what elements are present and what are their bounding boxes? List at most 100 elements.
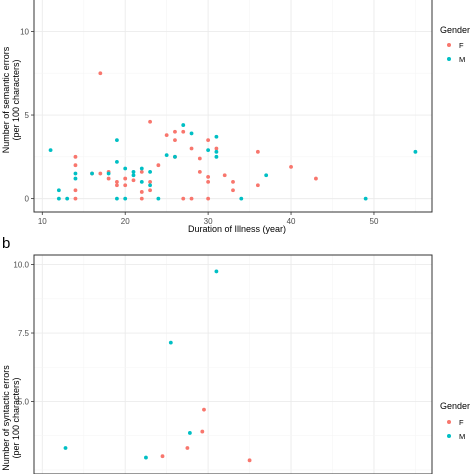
data-point-m: [139, 180, 144, 184]
chart-a-y-axis-title-line1: Number of semantic errors: [1, 46, 11, 153]
semantic-errors-chart: 10 20 30 40 50 0 5 10 Duration of Illness (yea…: [1, 0, 470, 234]
data-point-m: [56, 188, 61, 193]
chart-b-points: [63, 269, 252, 463]
data-point-m: [65, 196, 70, 201]
data-point-m: [187, 431, 192, 435]
data-point-f: [123, 176, 128, 181]
data-point-f: [73, 154, 78, 159]
data-point-f: [206, 174, 211, 179]
chart-b-y-axis-title-line2: (per 100 characters): [11, 377, 21, 458]
panel-b-label: b: [2, 235, 10, 252]
y-tick-label: 5: [25, 111, 30, 120]
data-point-f: [164, 133, 169, 137]
data-point-f: [314, 176, 318, 181]
chart-b-panel-border: [33, 254, 433, 474]
data-point-f: [231, 180, 235, 184]
chart-b-gridlines: [34, 255, 432, 474]
y-tick-label: 5.0: [18, 397, 30, 406]
data-point-f: [206, 138, 211, 143]
data-point-m: [63, 446, 68, 450]
data-point-m: [123, 196, 128, 201]
data-point-f: [73, 188, 78, 193]
data-point-f: [247, 458, 252, 463]
data-point-f: [148, 180, 152, 184]
chart-b-y-axis-title-line1: Number of syntactic errors: [1, 365, 11, 471]
x-tick-label: 20: [121, 217, 130, 226]
data-point-f: [181, 196, 186, 201]
data-point-f: [202, 407, 206, 412]
chart-a-legend: Gender F M: [440, 25, 470, 64]
data-point-m: [48, 148, 53, 153]
data-point-m: [148, 169, 152, 174]
data-point-f: [185, 446, 190, 450]
data-point-m: [144, 455, 148, 460]
data-point-m: [173, 154, 177, 159]
chart-a-y-axis-title-line2: (per 100 characters): [11, 59, 21, 140]
chart-b-legend-marker-f: [447, 420, 451, 424]
y-tick-label: 10: [20, 27, 29, 36]
data-point-m: [214, 149, 219, 154]
data-point-m: [56, 196, 61, 201]
chart-a-panel-border: [33, 0, 433, 213]
chart-a-gridlines: [34, 0, 432, 212]
chart-b-legend-title: Gender: [440, 401, 470, 411]
x-tick-label: 40: [287, 217, 296, 226]
data-point-f: [98, 71, 103, 76]
data-point-f: [115, 183, 119, 188]
chart-a-legend-label-f: F: [459, 41, 464, 50]
y-tick-label: 10.0: [13, 261, 29, 270]
data-point-m: [189, 131, 194, 136]
chart-b-legend: Gender F M: [440, 401, 470, 441]
data-point-m: [123, 166, 128, 171]
x-tick-label: 30: [204, 217, 213, 226]
x-tick-label: 50: [370, 217, 379, 226]
data-point-f: [189, 146, 194, 151]
data-point-m: [206, 148, 211, 153]
data-point-m: [106, 171, 111, 176]
data-point-m: [413, 149, 418, 154]
data-point-m: [264, 173, 269, 178]
data-point-f: [173, 138, 177, 143]
data-point-m: [90, 171, 94, 176]
data-point-m: [363, 196, 368, 201]
data-point-f: [206, 196, 211, 201]
data-point-m: [115, 138, 119, 143]
data-point-m: [164, 153, 169, 158]
data-point-f: [255, 183, 260, 188]
x-tick-label: 10: [38, 217, 47, 226]
data-point-f: [156, 163, 161, 168]
data-point-m: [168, 340, 173, 345]
data-point-m: [156, 196, 161, 201]
data-point-f: [173, 129, 177, 134]
data-point-m: [115, 159, 119, 164]
chart-a-legend-marker-m: [447, 57, 451, 61]
data-point-f: [148, 119, 152, 124]
data-point-f: [73, 196, 78, 201]
data-point-f: [197, 156, 202, 161]
data-point-f: [289, 164, 293, 169]
data-point-f: [206, 180, 211, 184]
data-point-m: [131, 169, 136, 174]
data-point-f: [123, 183, 128, 188]
data-point-m: [181, 123, 186, 127]
data-point-f: [98, 171, 103, 176]
data-point-f: [139, 169, 144, 174]
data-point-m: [239, 196, 244, 201]
data-point-f: [148, 188, 152, 193]
chart-b-legend-label-f: F: [459, 418, 464, 427]
data-point-m: [148, 183, 152, 188]
chart-b-legend-label-m: M: [459, 432, 465, 441]
data-point-f: [231, 188, 235, 193]
y-tick-label: 7.5: [18, 329, 30, 338]
data-point-f: [200, 429, 205, 434]
chart-a-legend-title: Gender: [440, 25, 470, 35]
data-point-m: [131, 173, 136, 178]
data-point-f: [222, 173, 227, 178]
data-point-f: [139, 190, 144, 194]
data-point-f: [255, 149, 260, 154]
data-point-m: [73, 171, 78, 176]
data-point-m: [139, 166, 144, 171]
data-point-f: [73, 163, 78, 168]
data-point-m: [214, 154, 219, 159]
